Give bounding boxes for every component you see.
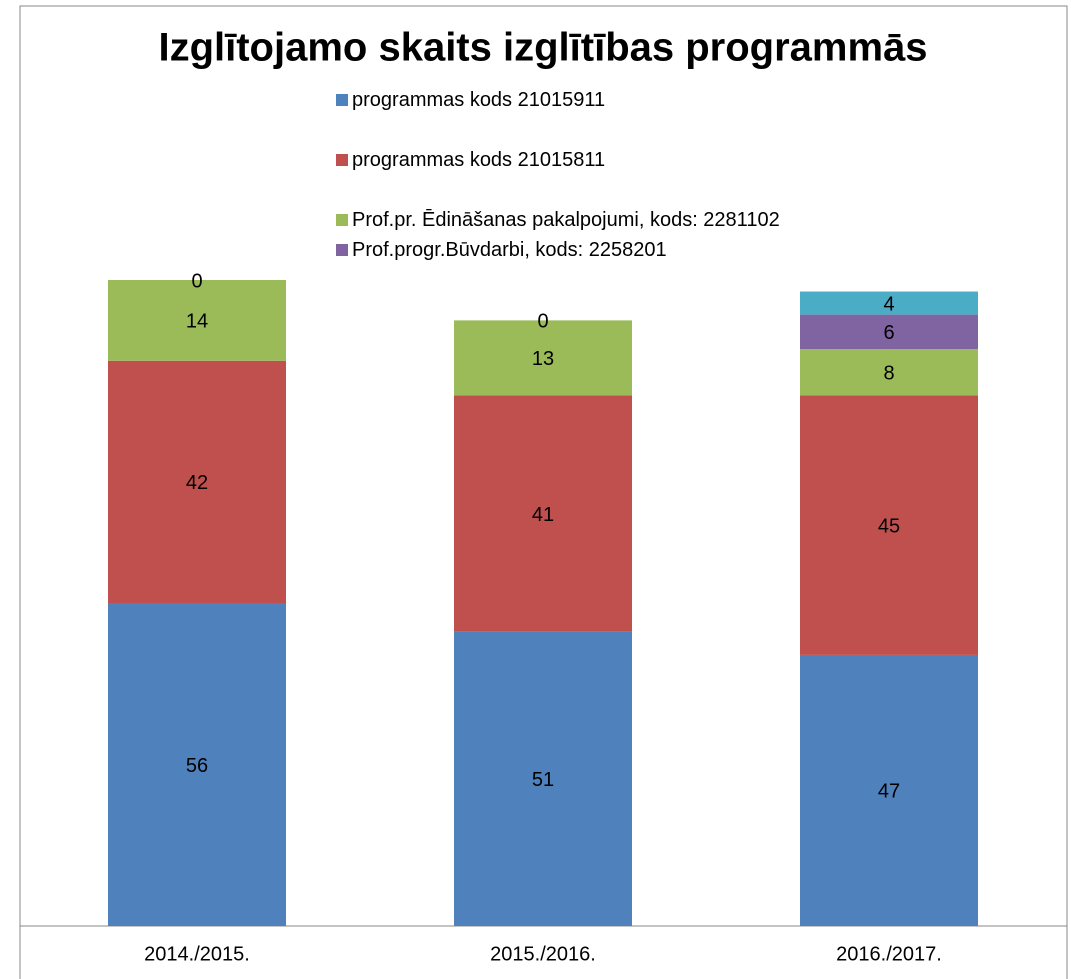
data-label: 14 — [186, 311, 208, 333]
data-label: 42 — [186, 472, 208, 494]
x-tick-label: 2014./2015. — [144, 943, 250, 965]
legend-swatch — [336, 154, 348, 166]
legend-item: programmas kods 21015911 — [336, 85, 796, 115]
legend-label: programmas kods 21015911 — [352, 89, 606, 111]
data-label: 13 — [532, 348, 554, 370]
bar-segment — [800, 314, 978, 350]
bar-segment — [454, 320, 632, 396]
legend-label: programmas kods 21015811 — [352, 149, 606, 171]
bar-segment — [800, 654, 978, 926]
chart-title: Izglītojamo skaits izglītības programmās — [158, 26, 927, 70]
legend-label: Prof.progr.Būvdarbi, kods: 2258201 — [352, 239, 667, 261]
chart-border — [19, 5, 1068, 979]
bar-segment — [108, 280, 286, 361]
legend-swatch — [336, 94, 348, 106]
legend-label: Prof.pr. Ēdināšanas pakalpojumi, kods: 2… — [352, 209, 780, 231]
legend-swatch — [336, 244, 348, 256]
bar-segment — [800, 349, 978, 396]
bar-segment — [800, 395, 978, 655]
data-label: 0 — [537, 311, 548, 333]
bar-segment — [454, 395, 632, 632]
bar-segment — [454, 631, 632, 926]
x-tick-label: 2016./2017. — [836, 943, 942, 965]
data-label: 0 — [191, 270, 202, 292]
data-label: 56 — [186, 755, 208, 777]
data-label: 41 — [532, 504, 554, 526]
data-label: 4 — [883, 293, 894, 315]
bar-segment — [800, 291, 978, 315]
data-label: 6 — [883, 322, 894, 344]
legend-item: Prof.progr.Būvdarbi, kods: 2258201 — [336, 235, 796, 265]
data-label: 45 — [878, 515, 900, 537]
bar-segment — [108, 360, 286, 603]
legend-item: programmas kods 21015811 — [336, 145, 796, 175]
legend: programmas kods 21015911 programmas kods … — [336, 85, 796, 265]
x-tick-label: 2015./2016. — [490, 943, 596, 965]
data-label: 51 — [532, 769, 554, 791]
legend-swatch — [336, 214, 348, 226]
legend-item: Prof.pr. Ēdināšanas pakalpojumi, kods: 2… — [336, 205, 796, 235]
data-label: 47 — [878, 781, 900, 803]
data-label: 8 — [883, 363, 894, 385]
bar-segment — [108, 603, 286, 926]
